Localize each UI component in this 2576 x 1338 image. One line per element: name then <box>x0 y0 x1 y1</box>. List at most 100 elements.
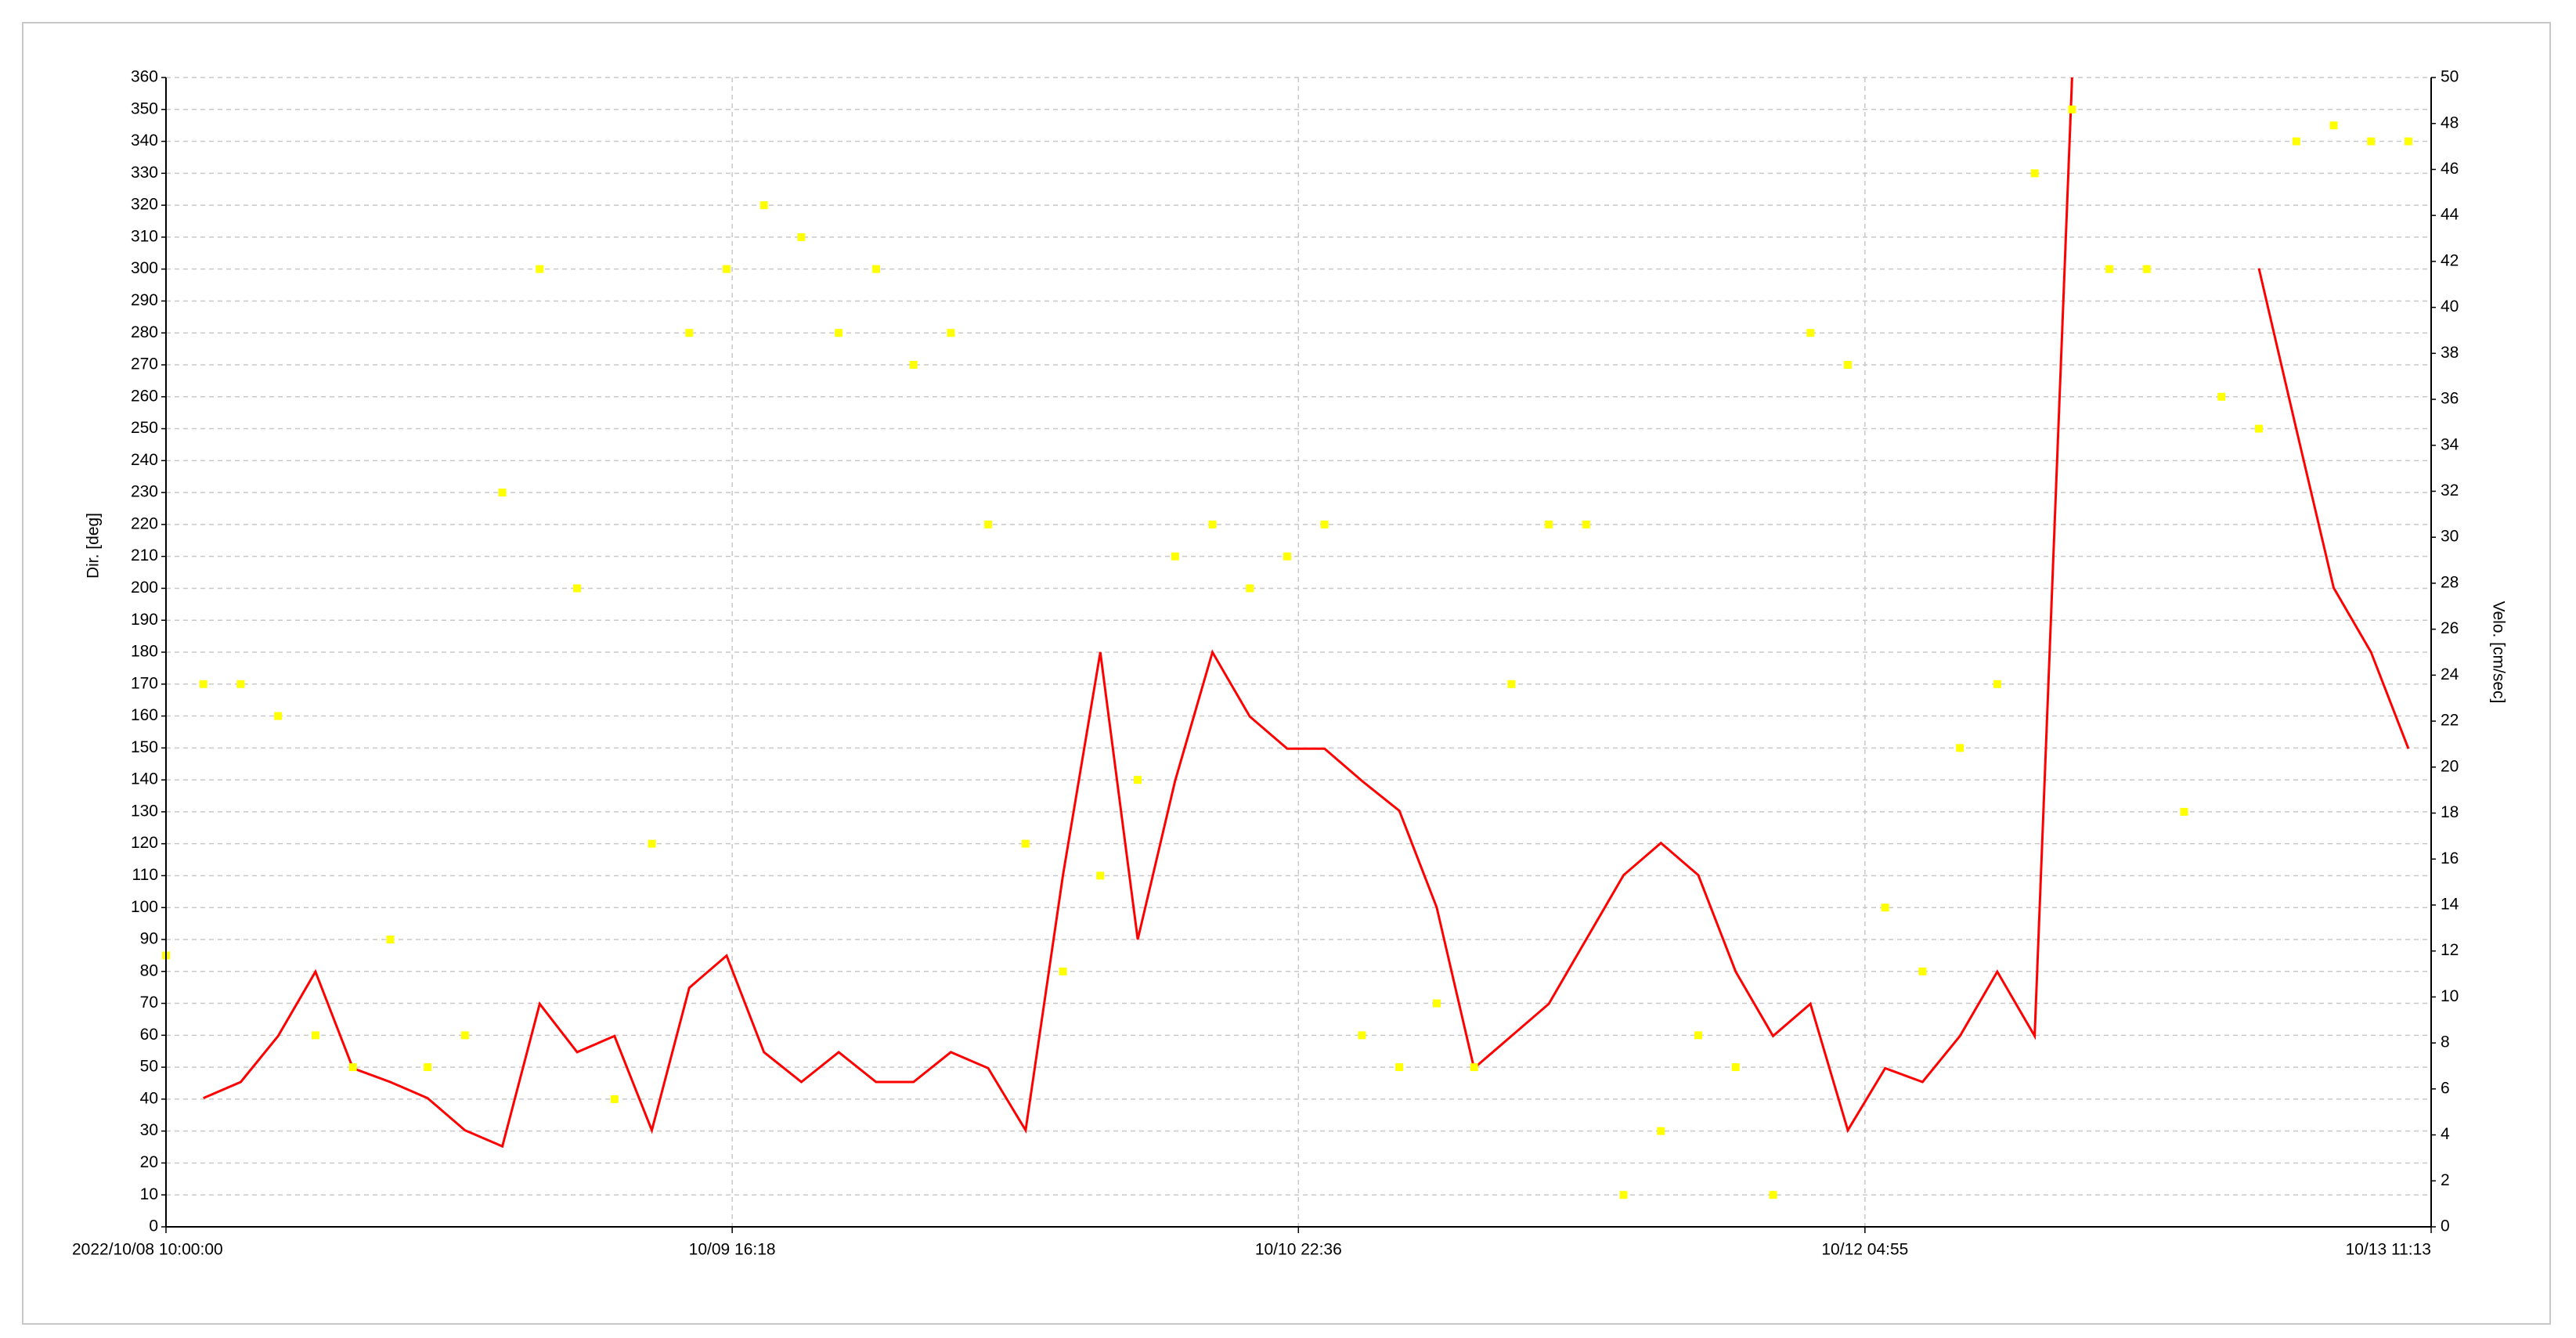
direction-point <box>722 265 731 273</box>
direction-point <box>1208 520 1217 528</box>
direction-point <box>2105 265 2114 273</box>
y-tick-label: 120 <box>131 834 158 852</box>
y2-tick-label: 30 <box>2441 528 2459 546</box>
direction-point <box>199 680 207 688</box>
y2-tick-label: 28 <box>2441 573 2459 591</box>
x-tick-label: 10/13 11:13 <box>2346 1241 2431 1259</box>
direction-point <box>1918 967 1927 976</box>
direction-point <box>1731 1063 1740 1072</box>
direction-point <box>498 489 507 497</box>
direction-point <box>386 936 395 943</box>
y-tick-label: 180 <box>131 643 158 661</box>
direction-point <box>1881 903 1889 912</box>
y2-tick-label: 26 <box>2441 619 2459 637</box>
y2-tick-label: 18 <box>2441 803 2459 821</box>
y2-tick-label: 32 <box>2441 481 2459 499</box>
y2-tick-label: 46 <box>2441 160 2459 178</box>
x-tick-label: 10/09 16:18 <box>689 1241 776 1259</box>
y-tick-label: 60 <box>140 1026 158 1044</box>
y-tick-label: 0 <box>149 1217 158 1235</box>
direction-point <box>2367 137 2376 146</box>
direction-point <box>1283 552 1291 561</box>
direction-point <box>1582 520 1590 528</box>
direction-point <box>1694 1031 1703 1040</box>
y2-tick-label: 16 <box>2441 849 2459 867</box>
direction-point <box>1993 680 2001 688</box>
direction-point <box>835 329 843 337</box>
y2-tick-label: 22 <box>2441 712 2459 730</box>
y-tick-label: 270 <box>131 355 158 373</box>
y2-tick-label: 14 <box>2441 896 2459 914</box>
direction-point <box>1358 1031 1366 1040</box>
y-tick-label: 70 <box>140 994 158 1012</box>
y-axis-label: Dir. [deg] <box>85 513 103 579</box>
direction-point <box>909 361 918 369</box>
y-tick-label: 250 <box>131 419 158 437</box>
y2-tick-label: 10 <box>2441 987 2459 1005</box>
direction-point <box>424 1063 432 1072</box>
direction-point <box>984 520 993 528</box>
direction-point <box>2180 807 2188 816</box>
y-tick-label: 300 <box>131 259 158 277</box>
direction-point <box>1470 1063 1478 1072</box>
direction-point <box>1843 361 1852 369</box>
y-tick-label: 230 <box>131 483 158 501</box>
y2-tick-label: 12 <box>2441 941 2459 959</box>
direction-point <box>1021 839 1030 848</box>
y-tick-label: 280 <box>131 323 158 341</box>
y2-tick-label: 48 <box>2441 114 2459 132</box>
y-tick-label: 20 <box>140 1153 158 1171</box>
y-tick-label: 110 <box>132 866 158 884</box>
direction-point <box>685 329 694 337</box>
y2-tick-label: 8 <box>2441 1033 2450 1051</box>
y2-tick-label: 0 <box>2441 1217 2450 1235</box>
y2-axis-label: Velo. [cm/sec] <box>2489 601 2507 704</box>
direction-point <box>1956 744 1964 752</box>
direction-point <box>1096 871 1105 880</box>
x-tick-label: 10/10 22:36 <box>1255 1241 1342 1259</box>
y2-tick-label: 40 <box>2441 298 2459 316</box>
direction-point <box>1545 520 1553 528</box>
y-tick-label: 130 <box>131 802 158 820</box>
y-tick-label: 260 <box>131 387 158 405</box>
y-tick-label: 360 <box>131 68 158 86</box>
direction-point <box>871 265 880 273</box>
y2-tick-label: 38 <box>2441 344 2459 362</box>
direction-point <box>2030 169 2039 178</box>
direction-point <box>1657 1127 1665 1135</box>
direction-point <box>1432 999 1441 1008</box>
direction-point <box>236 680 245 688</box>
y-tick-label: 150 <box>131 738 158 756</box>
y2-tick-label: 50 <box>2441 68 2459 86</box>
direction-point <box>1059 967 1067 976</box>
y2-tick-label: 24 <box>2441 665 2459 683</box>
y2-tick-label: 20 <box>2441 757 2459 775</box>
direction-point <box>1134 776 1142 784</box>
direction-point <box>1395 1063 1404 1072</box>
direction-point <box>759 201 768 210</box>
direction-point <box>947 329 955 337</box>
y-tick-label: 90 <box>140 930 158 948</box>
direction-point <box>573 584 582 593</box>
y-tick-label: 350 <box>131 99 158 117</box>
velocity-line <box>2257 268 2410 749</box>
y-tick-label: 290 <box>131 291 158 309</box>
y2-tick-label: 42 <box>2441 251 2459 269</box>
direction-point <box>1619 1191 1628 1199</box>
y-tick-label: 10 <box>140 1185 158 1203</box>
y2-tick-label: 6 <box>2441 1079 2450 1097</box>
direction-point <box>311 1031 319 1040</box>
direction-point <box>536 265 544 273</box>
y2-tick-label: 4 <box>2441 1125 2450 1143</box>
direction-point <box>2068 105 2076 114</box>
x-tick-label: 10/12 04:55 <box>1821 1241 1908 1259</box>
direction-point <box>1507 680 1516 688</box>
direction-point <box>1246 584 1254 593</box>
direction-point <box>2329 121 2338 130</box>
y-tick-label: 320 <box>131 196 158 214</box>
y-tick-label: 30 <box>140 1121 158 1139</box>
y2-tick-label: 34 <box>2441 435 2459 453</box>
y-tick-label: 40 <box>140 1089 158 1107</box>
direction-point <box>2292 137 2300 146</box>
